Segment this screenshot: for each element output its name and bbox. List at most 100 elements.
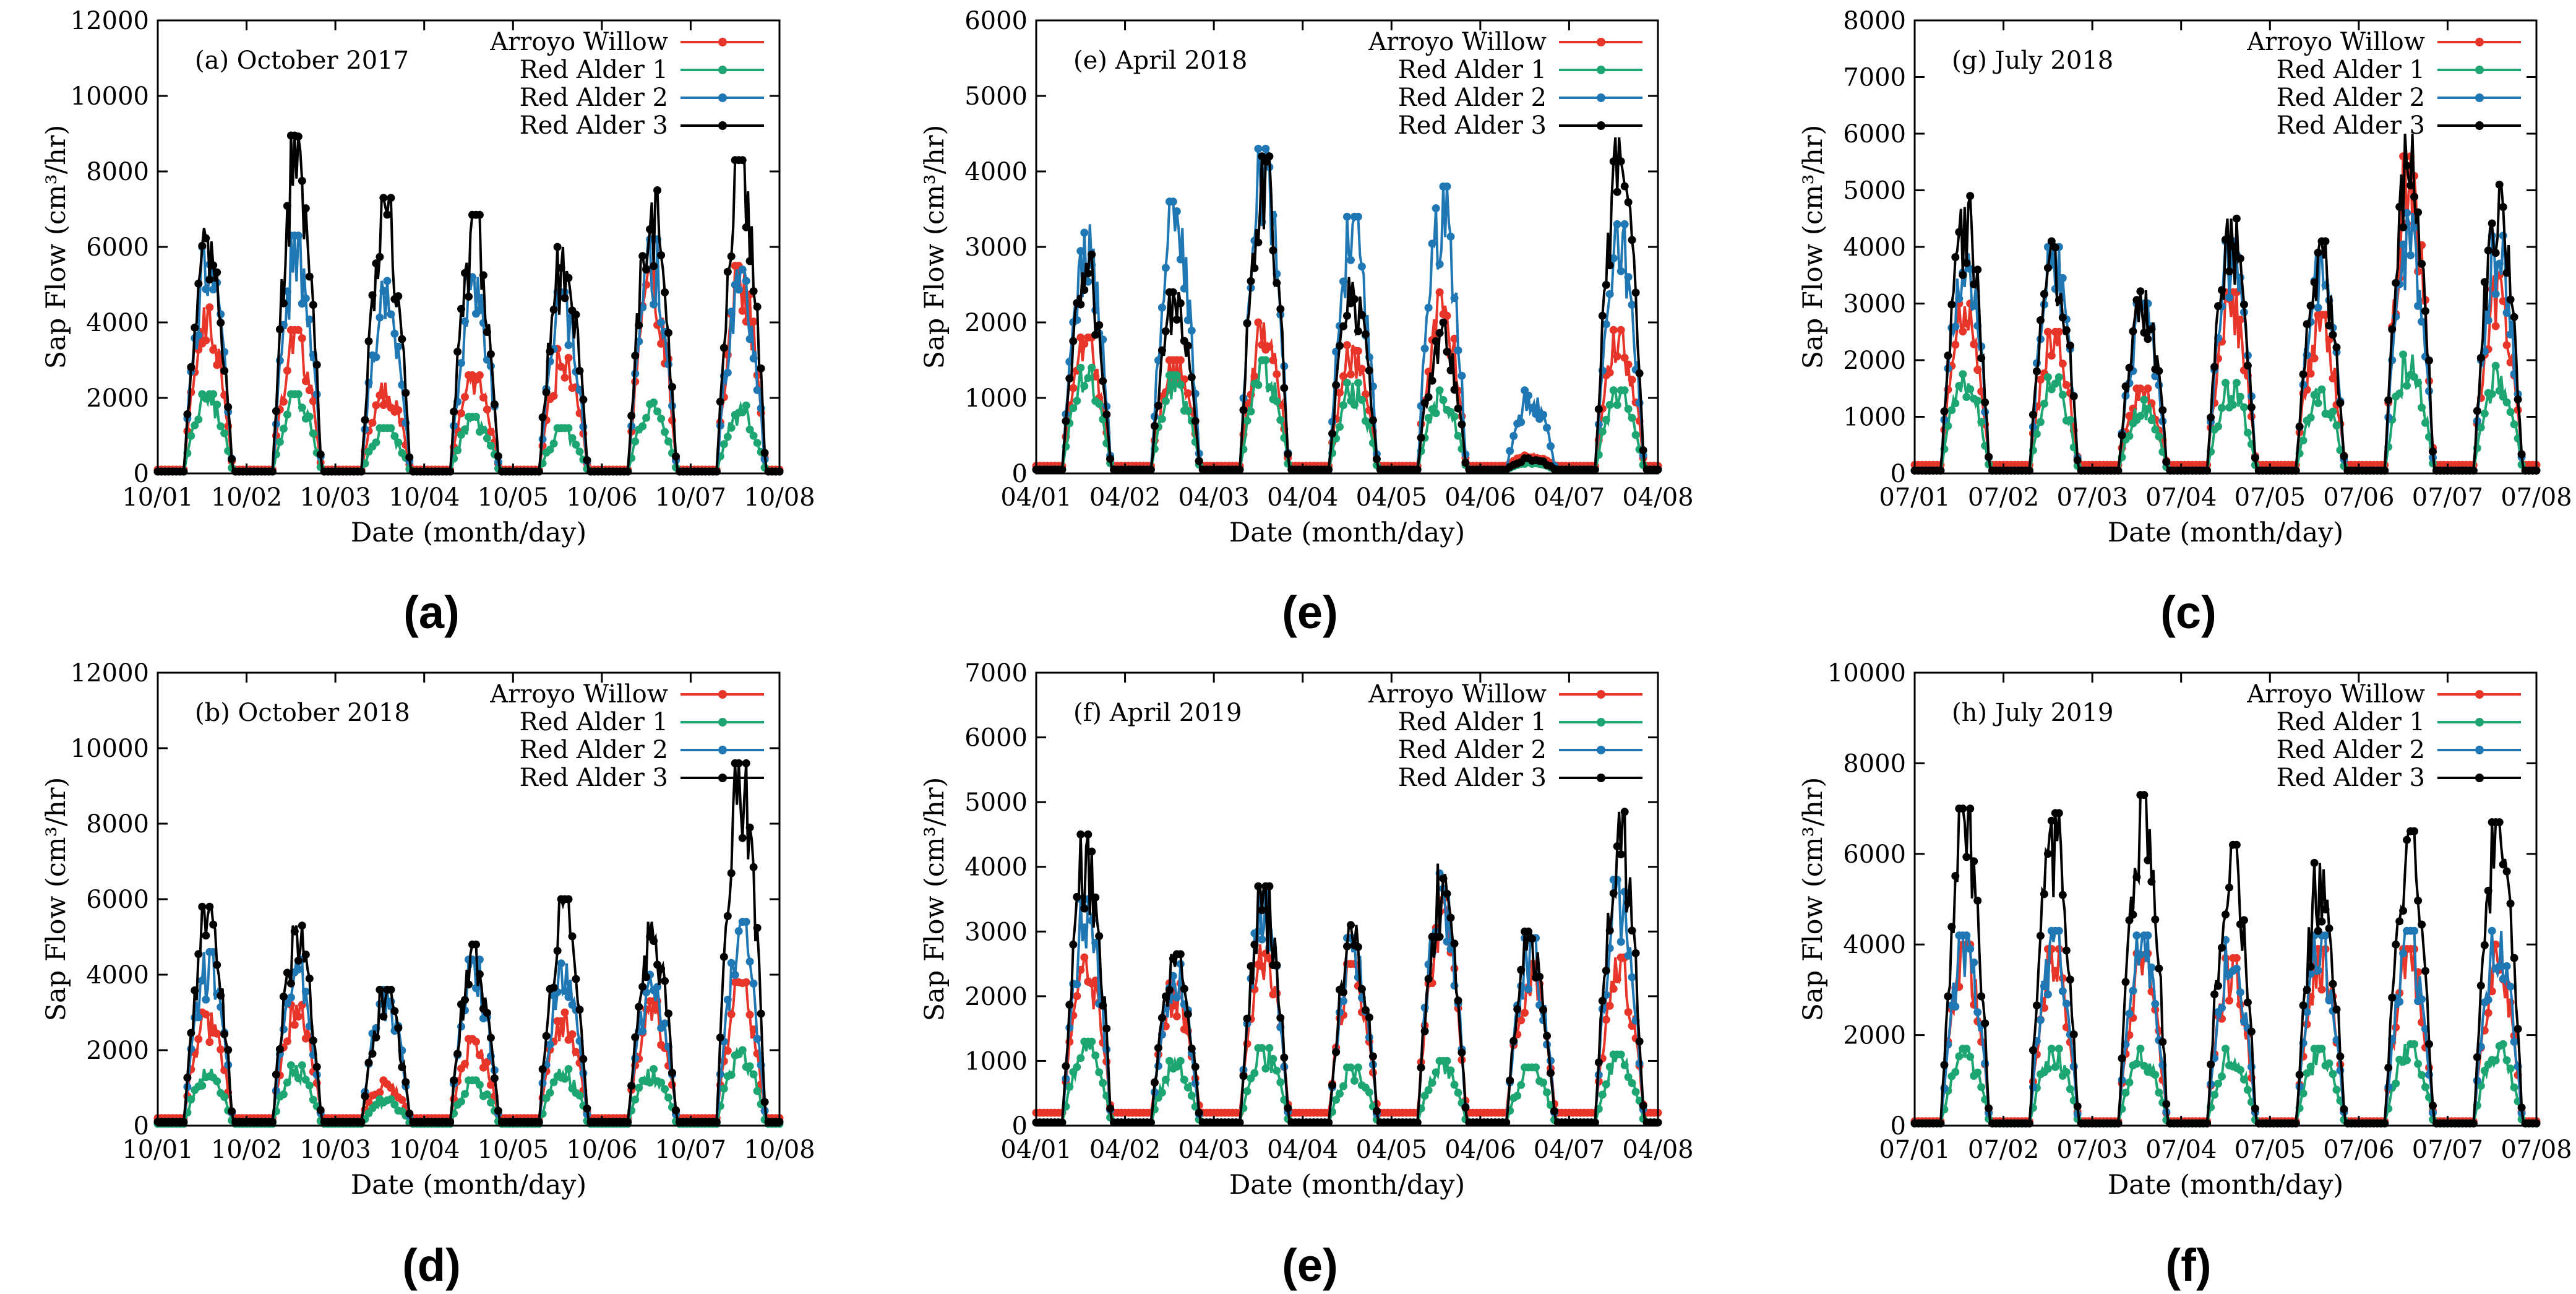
data-point [564,274,573,282]
data-point [2218,403,2226,412]
data-point [398,1063,406,1071]
data-point [2340,452,2348,460]
data-point [305,974,314,983]
data-point [368,1050,377,1058]
data-point [453,347,462,356]
data-point [2229,400,2237,409]
legend-swatch-marker [1597,66,1605,74]
data-point [1424,393,1433,402]
data-point [1191,416,1200,425]
data-point [372,1033,380,1042]
data-point [745,957,754,966]
data-point [465,980,473,989]
data-point [2495,387,2504,395]
data-point [1435,260,1444,269]
data-point [749,1070,758,1079]
data-point [1239,406,1248,415]
data-point [2384,396,2393,405]
data-point [2421,418,2429,427]
data-point [2336,399,2345,407]
y-tick-label: 6000 [964,7,1028,35]
data-point [1372,1106,1381,1115]
data-point [1443,347,1451,356]
data-point [2136,412,2145,420]
data-point [475,306,484,314]
data-point [1981,398,1990,407]
y-tick-label: 4000 [86,961,149,990]
data-point [486,1080,495,1089]
data-point [557,959,565,968]
data-point [268,467,277,476]
data-point [1258,962,1266,971]
x-tick-label: 10/06 [566,1136,637,1164]
data-point [568,1030,577,1038]
data-point [549,983,558,992]
data-point [298,176,306,185]
data-point [664,329,672,337]
legend-swatch-marker [1597,718,1605,727]
data-point [749,354,758,363]
data-point [2121,382,2130,390]
data-point [1413,465,1422,474]
data-point [398,381,406,389]
data-point [1450,412,1459,421]
data-point [372,259,380,268]
data-point [2032,367,2041,376]
x-tick-label: 04/06 [1445,1136,1516,1164]
data-point [2222,910,2230,919]
data-point [723,433,732,441]
data-point [401,1078,410,1086]
data-point [1966,1053,1975,1061]
data-point [398,1095,406,1104]
x-tick-label: 04/02 [1089,1136,1161,1164]
data-point [2506,1064,2515,1073]
data-point [205,275,214,284]
data-point [2510,1083,2518,1092]
data-point [723,912,732,920]
data-point [560,1008,569,1017]
data-point [1432,1068,1440,1077]
data-point [1620,808,1629,816]
data-point [1069,940,1078,949]
data-point [194,950,203,959]
data-point [1161,327,1170,335]
data-point [1959,270,1967,279]
data-point [579,1055,588,1063]
data-point [1088,250,1096,259]
data-point [2421,1083,2429,1092]
data-point [1951,340,1960,349]
y-axis-title: Sap Flow (cm³/hr) [41,777,72,1022]
panel-title: (a) October 2017 [195,46,409,75]
data-point [376,1088,384,1097]
data-point [405,1109,414,1118]
data-point [650,937,658,945]
data-point [2395,389,2404,398]
x-tick-label: 07/05 [2235,1136,2306,1164]
data-point [1339,277,1347,286]
data-point [1620,353,1629,362]
data-point [1428,239,1436,248]
data-point [1628,1079,1636,1087]
data-point [535,1118,543,1126]
data-point [209,390,218,399]
data-point [538,413,547,421]
data-point [2047,237,2056,246]
data-point [1261,144,1270,153]
data-point [2506,899,2515,908]
data-point [2132,296,2141,304]
data-point [757,364,765,373]
data-point [2047,816,2056,825]
y-tick-label: 5000 [964,788,1028,817]
data-point [1091,330,1100,339]
x-tick-label: 04/07 [1534,483,1605,512]
data-point [294,1074,303,1082]
data-point [753,923,762,932]
data-point [753,303,762,311]
data-point [572,1048,580,1056]
data-point [472,984,480,993]
data-point [2506,408,2515,416]
data-point [1624,198,1633,207]
data-point [2151,425,2160,434]
legend-label: Red Alder 3 [520,111,668,140]
data-point [624,467,632,476]
